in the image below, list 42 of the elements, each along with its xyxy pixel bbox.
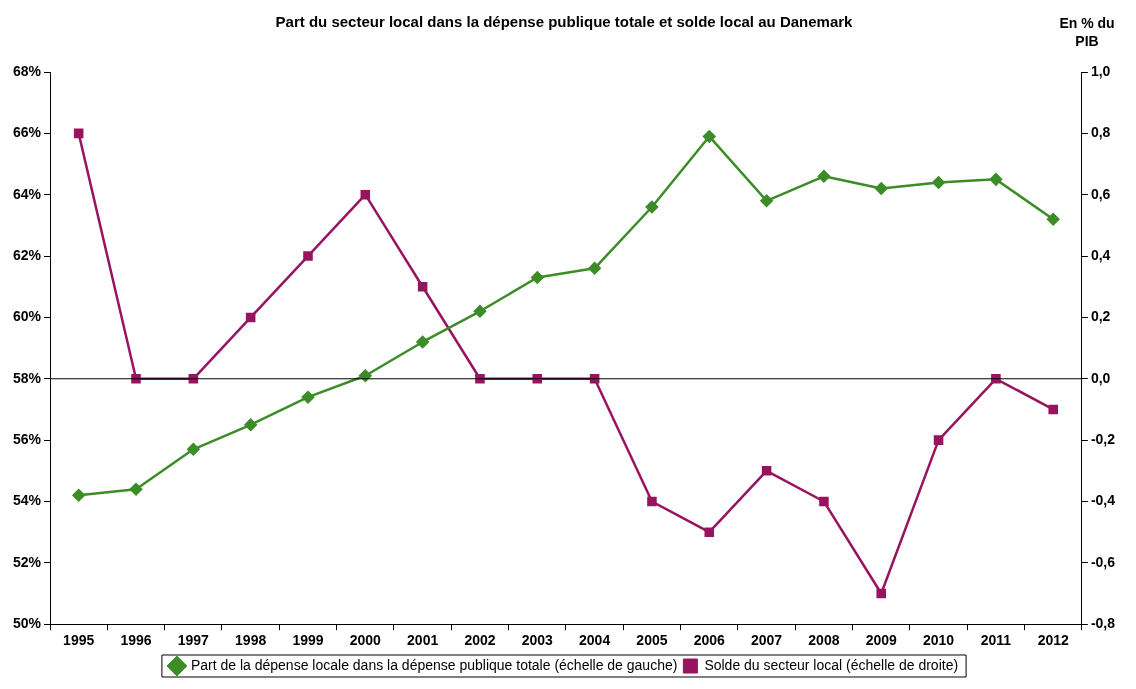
x-tick-label: 1999 <box>292 632 324 649</box>
y2-tick-label: 0,2 <box>1090 308 1111 325</box>
y2-tick-label: 0,0 <box>1090 369 1111 386</box>
y2-axis-title: En % du PIB <box>1058 14 1116 50</box>
legend-label: Solde du secteur local (échelle de droite) <box>704 656 959 673</box>
x-tick-label: 2008 <box>808 632 840 649</box>
y-tick-label: 58% <box>12 369 42 386</box>
y-tick-label: 52% <box>12 553 42 570</box>
x-tick-label: 2009 <box>865 632 898 649</box>
x-tick-label: 2005 <box>636 632 668 649</box>
y2-tick-label: 1,0 <box>1090 62 1111 79</box>
y-tick-label: 50% <box>12 615 42 632</box>
x-tick-label: 1998 <box>235 632 267 649</box>
x-tick-label: 2006 <box>693 632 726 649</box>
y-tick-label: 64% <box>12 185 42 202</box>
y2-tick-label: 0,6 <box>1090 185 1111 202</box>
x-tick-label: 2010 <box>922 632 955 649</box>
y-tick-label: 56% <box>12 430 42 447</box>
y-tick-label: 62% <box>12 246 42 263</box>
x-tick-label: 2003 <box>521 632 554 649</box>
x-tick-label: 1997 <box>177 632 210 649</box>
chart-title: Part du secteur local dans la dépense publique totale et solde local au Danemark <box>275 13 854 31</box>
x-tick-label: 2004 <box>579 632 611 649</box>
y2-tick-label: 0,4 <box>1090 246 1111 263</box>
x-tick-label: 1995 <box>63 632 95 649</box>
y-tick-label: 66% <box>12 124 42 141</box>
y-tick-label: 54% <box>12 492 42 509</box>
y-tick-label: 68% <box>12 62 42 79</box>
y2-tick-label: 0,8 <box>1090 124 1111 141</box>
x-tick-label: 1996 <box>120 632 152 649</box>
x-tick-label: 2011 <box>980 632 1012 649</box>
y-tick-label: 60% <box>12 308 42 325</box>
x-tick-label: 2007 <box>751 632 783 649</box>
x-tick-label: 2000 <box>349 632 382 649</box>
x-tick-label: 2001 <box>407 632 439 649</box>
y2-tick-label: -0,4 <box>1090 492 1116 509</box>
y2-tick-label: -0,8 <box>1090 615 1116 632</box>
y2-tick-label: -0,2 <box>1090 430 1116 447</box>
x-tick-label: 2012 <box>1037 632 1069 649</box>
legend-label: Part de la dépense locale dans la dépense publique totale (échelle de gauche) <box>190 656 678 673</box>
x-tick-label: 2002 <box>464 632 496 649</box>
y2-tick-label: -0,6 <box>1090 553 1116 570</box>
